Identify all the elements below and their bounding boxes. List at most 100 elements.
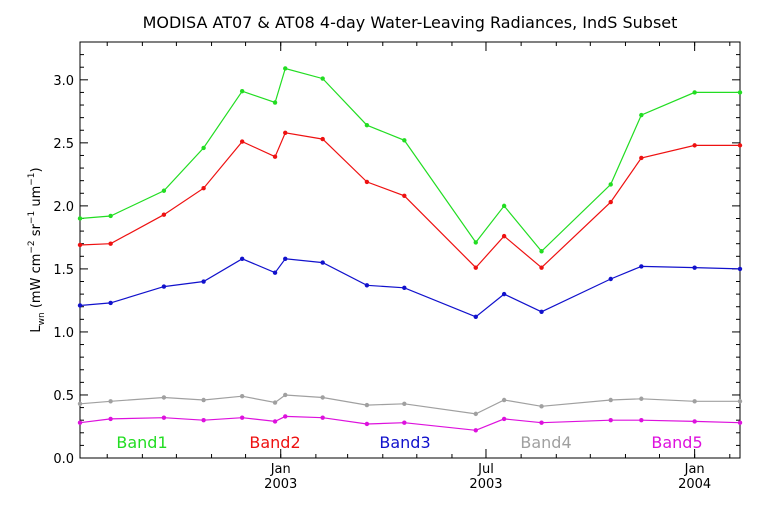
data-point-band2 <box>272 154 278 159</box>
data-point-band1 <box>737 90 743 95</box>
data-point-band4 <box>608 397 613 403</box>
data-point-band3 <box>737 266 743 272</box>
data-point-band5 <box>201 417 206 423</box>
data-point-band2 <box>77 242 83 248</box>
data-point-band5 <box>501 416 507 422</box>
x-tick-label-year: 2003 <box>469 477 502 492</box>
y-tick-label: 1.5 <box>53 263 74 278</box>
x-tick-label-year: 2004 <box>678 477 711 492</box>
data-point-band3 <box>501 291 507 297</box>
data-point-band2 <box>737 143 743 148</box>
x-tick-label-month: Jan <box>270 462 291 477</box>
data-point-band5 <box>608 417 613 423</box>
data-point-band3 <box>320 260 325 265</box>
plot-frame <box>79 41 741 459</box>
data-point-band4 <box>239 394 245 399</box>
data-point-band5 <box>77 420 83 425</box>
legend: Band1 Band2 Band3 Band4 Band5 <box>116 433 702 452</box>
y-axis: 0.0 0.5 1.0 1.5 2.0 2.5 3.0 <box>53 41 740 467</box>
data-point-band3 <box>473 314 478 320</box>
data-point-band2 <box>539 265 544 270</box>
data-point-band1 <box>161 188 167 193</box>
x-tick-label-year: 2003 <box>264 477 297 492</box>
y-tick-label: 3.0 <box>53 74 74 89</box>
data-point-band5 <box>108 416 113 422</box>
data-point-band4 <box>77 401 83 406</box>
y-tick-label: 2.5 <box>53 137 74 152</box>
data-point-band2 <box>283 130 288 135</box>
series-line-band2 <box>79 132 740 269</box>
data-point-band4 <box>108 399 113 404</box>
data-point-band5 <box>161 415 167 420</box>
data-point-band1 <box>539 249 544 254</box>
y-axis-label: Lwn (mW cm−2 sr−1 um−1) <box>27 167 47 332</box>
data-point-band1 <box>639 112 644 118</box>
data-point-band4 <box>364 402 370 408</box>
data-point-band2 <box>501 233 507 239</box>
data-point-band2 <box>608 199 613 205</box>
legend-label-band2: Band2 <box>249 433 300 452</box>
data-point-band3 <box>77 303 83 308</box>
data-point-band1 <box>239 88 245 94</box>
data-point-band4 <box>161 395 167 400</box>
x-tick-label-month: Jan <box>684 462 705 477</box>
data-point-band1 <box>320 76 325 81</box>
legend-label-band3: Band3 <box>379 433 430 452</box>
x-tick-label-month: Jul <box>477 462 494 477</box>
data-point-band1 <box>201 145 206 151</box>
data-point-band3 <box>364 283 370 288</box>
data-point-band1 <box>608 182 613 187</box>
data-point-band1 <box>473 240 478 245</box>
data-point-band3 <box>608 276 613 282</box>
chart-title: MODISA AT07 & AT08 4-day Water-Leaving R… <box>143 13 678 32</box>
data-point-band2 <box>692 143 697 148</box>
data-point-band3 <box>201 279 206 284</box>
data-point-band3 <box>272 270 278 275</box>
data-point-band1 <box>108 213 113 219</box>
data-point-band1 <box>283 66 288 71</box>
data-point-band3 <box>161 284 167 289</box>
data-point-band1 <box>692 90 697 95</box>
data-point-band2 <box>473 265 478 270</box>
data-point-band5 <box>737 420 743 425</box>
data-point-band4 <box>201 397 206 403</box>
y-tick-label: 0.0 <box>53 452 74 467</box>
y-tick-label: 0.5 <box>53 389 74 404</box>
data-point-band3 <box>108 300 113 306</box>
data-point-band1 <box>501 203 507 209</box>
data-point-band4 <box>692 399 697 404</box>
data-point-band5 <box>402 420 407 425</box>
data-point-band3 <box>402 285 407 291</box>
data-point-band2 <box>108 241 113 246</box>
data-point-band2 <box>239 139 245 144</box>
data-point-band4 <box>272 400 278 405</box>
data-point-band3 <box>692 265 697 270</box>
data-point-band4 <box>501 397 507 403</box>
data-point-band3 <box>283 256 288 262</box>
data-point-band2 <box>201 186 206 191</box>
data-point-band2 <box>364 179 370 185</box>
data-point-band2 <box>161 212 167 217</box>
data-point-band1 <box>77 216 83 221</box>
data-point-band5 <box>272 419 278 424</box>
data-point-band4 <box>283 392 288 398</box>
data-point-band1 <box>402 138 407 143</box>
data-point-band5 <box>692 419 697 424</box>
data-point-band2 <box>639 155 644 161</box>
data-point-band2 <box>402 193 407 198</box>
data-point-band5 <box>283 414 288 419</box>
data-point-band4 <box>737 399 743 404</box>
data-point-band5 <box>539 420 544 425</box>
data-point-band4 <box>639 396 644 401</box>
series-layer <box>77 66 743 433</box>
legend-label-band4: Band4 <box>520 433 571 452</box>
data-point-band3 <box>239 256 245 262</box>
y-tick-label: 1.0 <box>53 326 74 341</box>
data-point-band5 <box>239 415 245 420</box>
data-point-band5 <box>320 415 325 420</box>
data-point-band5 <box>473 428 478 433</box>
data-point-band2 <box>320 136 325 142</box>
data-point-band3 <box>639 264 644 269</box>
